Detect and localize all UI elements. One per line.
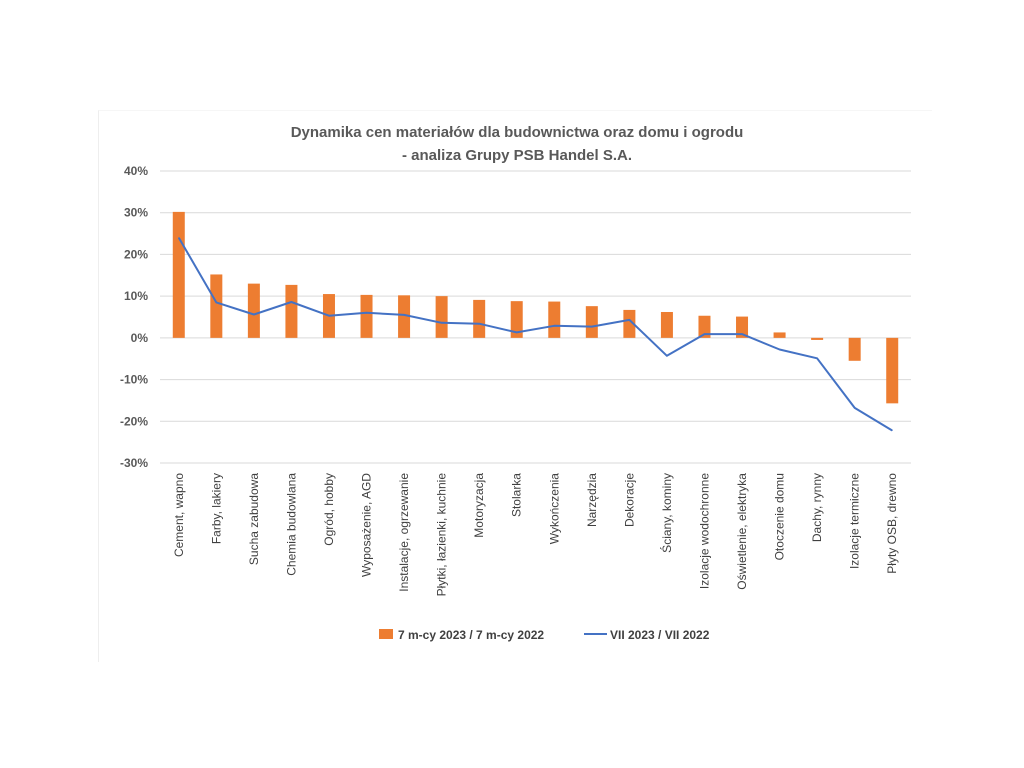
line-point (591, 326, 593, 328)
bar (247, 283, 260, 338)
category-label: Ogród, hobby (322, 473, 336, 546)
line-point (366, 312, 368, 314)
category-label: Otoczenie domu (773, 473, 787, 560)
line-point (628, 319, 630, 321)
legend-bar-swatch (379, 629, 393, 639)
category-label: Motoryzacja (472, 473, 486, 538)
legend: 7 m-cy 2023 / 7 m-cy 2022 VII 2023 / VII… (379, 628, 710, 642)
category-label: Farby, lakiery (209, 473, 223, 544)
line-point (328, 315, 330, 317)
line-point (553, 325, 555, 327)
category-label: Ściany, kominy (659, 473, 674, 553)
bar (698, 315, 711, 338)
category-label: Płytki, łazienki, kuchnie (435, 473, 449, 597)
chart-title: Dynamika cen materiałów dla budownictwa … (291, 124, 744, 141)
line-point (178, 237, 180, 239)
bar (510, 301, 523, 338)
legend-bar-label: 7 m-cy 2023 / 7 m-cy 2022 (398, 628, 544, 642)
bar (848, 337, 861, 361)
bar (736, 316, 749, 338)
line-point (703, 333, 705, 335)
chart-svg: Dynamika cen materiałów dla budownictwa … (120, 124, 911, 642)
line-point (741, 333, 743, 335)
bar-series (172, 211, 899, 404)
line-point (253, 313, 255, 315)
line-point (403, 314, 405, 316)
line-series (177, 237, 893, 432)
category-label: Wykończenia (547, 473, 561, 545)
legend-line-label: VII 2023 / VII 2022 (610, 628, 710, 642)
category-label: Oświetlenie, elektryka (735, 473, 749, 590)
bar (811, 337, 824, 340)
line-point (891, 429, 893, 431)
y-tick-label: -20% (120, 414, 148, 428)
category-label: Dachy, rynny (810, 473, 824, 542)
category-label: Narzędzia (585, 473, 599, 527)
bar (360, 294, 373, 338)
category-label: Izolacje termiczne (848, 473, 862, 569)
y-tick-label: -10% (120, 373, 148, 387)
line-point (816, 357, 818, 359)
chart-frame: Dynamika cen materiałów dla budownictwa … (98, 110, 932, 662)
bar (773, 332, 786, 338)
line-path (177, 237, 893, 432)
bar (548, 301, 561, 338)
category-label: Wyposażenie, AGD (360, 473, 374, 577)
bar (660, 311, 673, 338)
gridlines (160, 170, 911, 464)
line-point (478, 323, 480, 325)
bar (623, 309, 636, 338)
category-label: Instalacje, ogrzewanie (397, 473, 411, 592)
category-label: Płyty OSB, drewno (885, 473, 899, 574)
line-point (779, 349, 781, 351)
bar (886, 337, 899, 404)
y-tick-label: -30% (120, 456, 148, 470)
bar (210, 274, 223, 338)
bar (285, 284, 298, 338)
line-point (854, 407, 856, 409)
category-label: Dekoracje (622, 473, 636, 527)
category-label: Izolacje wodochronne (697, 473, 711, 589)
chart-subtitle: - analiza Grupy PSB Handel S.A. (402, 147, 632, 164)
line-point (290, 301, 292, 303)
bar (398, 295, 411, 338)
category-label: Cement, wapno (172, 473, 186, 557)
bar (473, 299, 486, 338)
category-label: Stolarka (510, 473, 524, 517)
line-point (215, 301, 217, 303)
y-tick-label: 40% (124, 164, 148, 178)
category-label: Chemia budowlana (284, 473, 298, 576)
category-label: Sucha zabudowa (247, 473, 261, 565)
y-axis-ticks: 40% 30% 20% 10% 0% -10% -20% -30% (120, 164, 148, 470)
y-tick-label: 20% (124, 247, 148, 261)
line-point (666, 355, 668, 357)
bar (172, 211, 185, 338)
bar (435, 296, 448, 338)
category-labels: Cement, wapno Farby, lakiery Sucha zabudow… (172, 473, 899, 597)
line-point (516, 331, 518, 333)
line-point (441, 322, 443, 324)
bar (585, 306, 598, 338)
y-tick-label: 30% (124, 206, 148, 220)
y-tick-label: 10% (124, 289, 148, 303)
y-tick-label: 0% (131, 331, 149, 345)
